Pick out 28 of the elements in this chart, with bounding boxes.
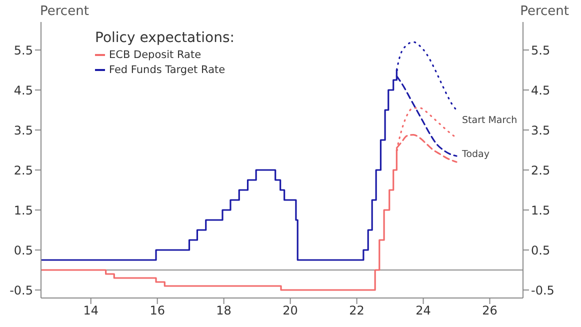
y-tick-label: 3.5 [14,123,33,138]
x-tick-label: 16 [150,304,165,318]
y-tick-label: 5.5 [14,43,33,58]
y2-tick-label: 0.5 [531,243,550,258]
legend-title: Policy expectations: [95,30,234,46]
legend-label: Fed Funds Target Rate [109,64,226,76]
y2-axis-title: Percent [520,4,569,19]
y-tick-label: 4.5 [14,83,33,98]
x-tick-label: 22 [349,304,364,318]
y-tick-label: -0.5 [10,283,33,298]
y-tick-label: 1.5 [14,203,33,218]
annotation: Start March [462,115,518,126]
x-tick-label: 26 [482,304,498,318]
y2-tick-label: 3.5 [531,123,550,138]
x-tick-label: 18 [216,304,232,318]
legend-label: ECB Deposit Rate [109,49,202,61]
x-tick-label: 14 [83,304,99,318]
y-tick-label: 2.5 [14,163,33,178]
y-tick-label: 0.5 [14,243,33,258]
y2-tick-label: 5.5 [531,43,550,58]
x-tick-label: 24 [416,304,431,318]
x-tick-label: 20 [282,304,298,318]
y2-tick-label: 2.5 [531,163,550,178]
y2-tick-label: -0.5 [531,283,554,298]
annotation: Today [462,149,490,160]
y-axis-title: Percent [40,4,89,19]
y2-tick-label: 1.5 [531,203,550,218]
y2-tick-label: 4.5 [531,83,550,98]
